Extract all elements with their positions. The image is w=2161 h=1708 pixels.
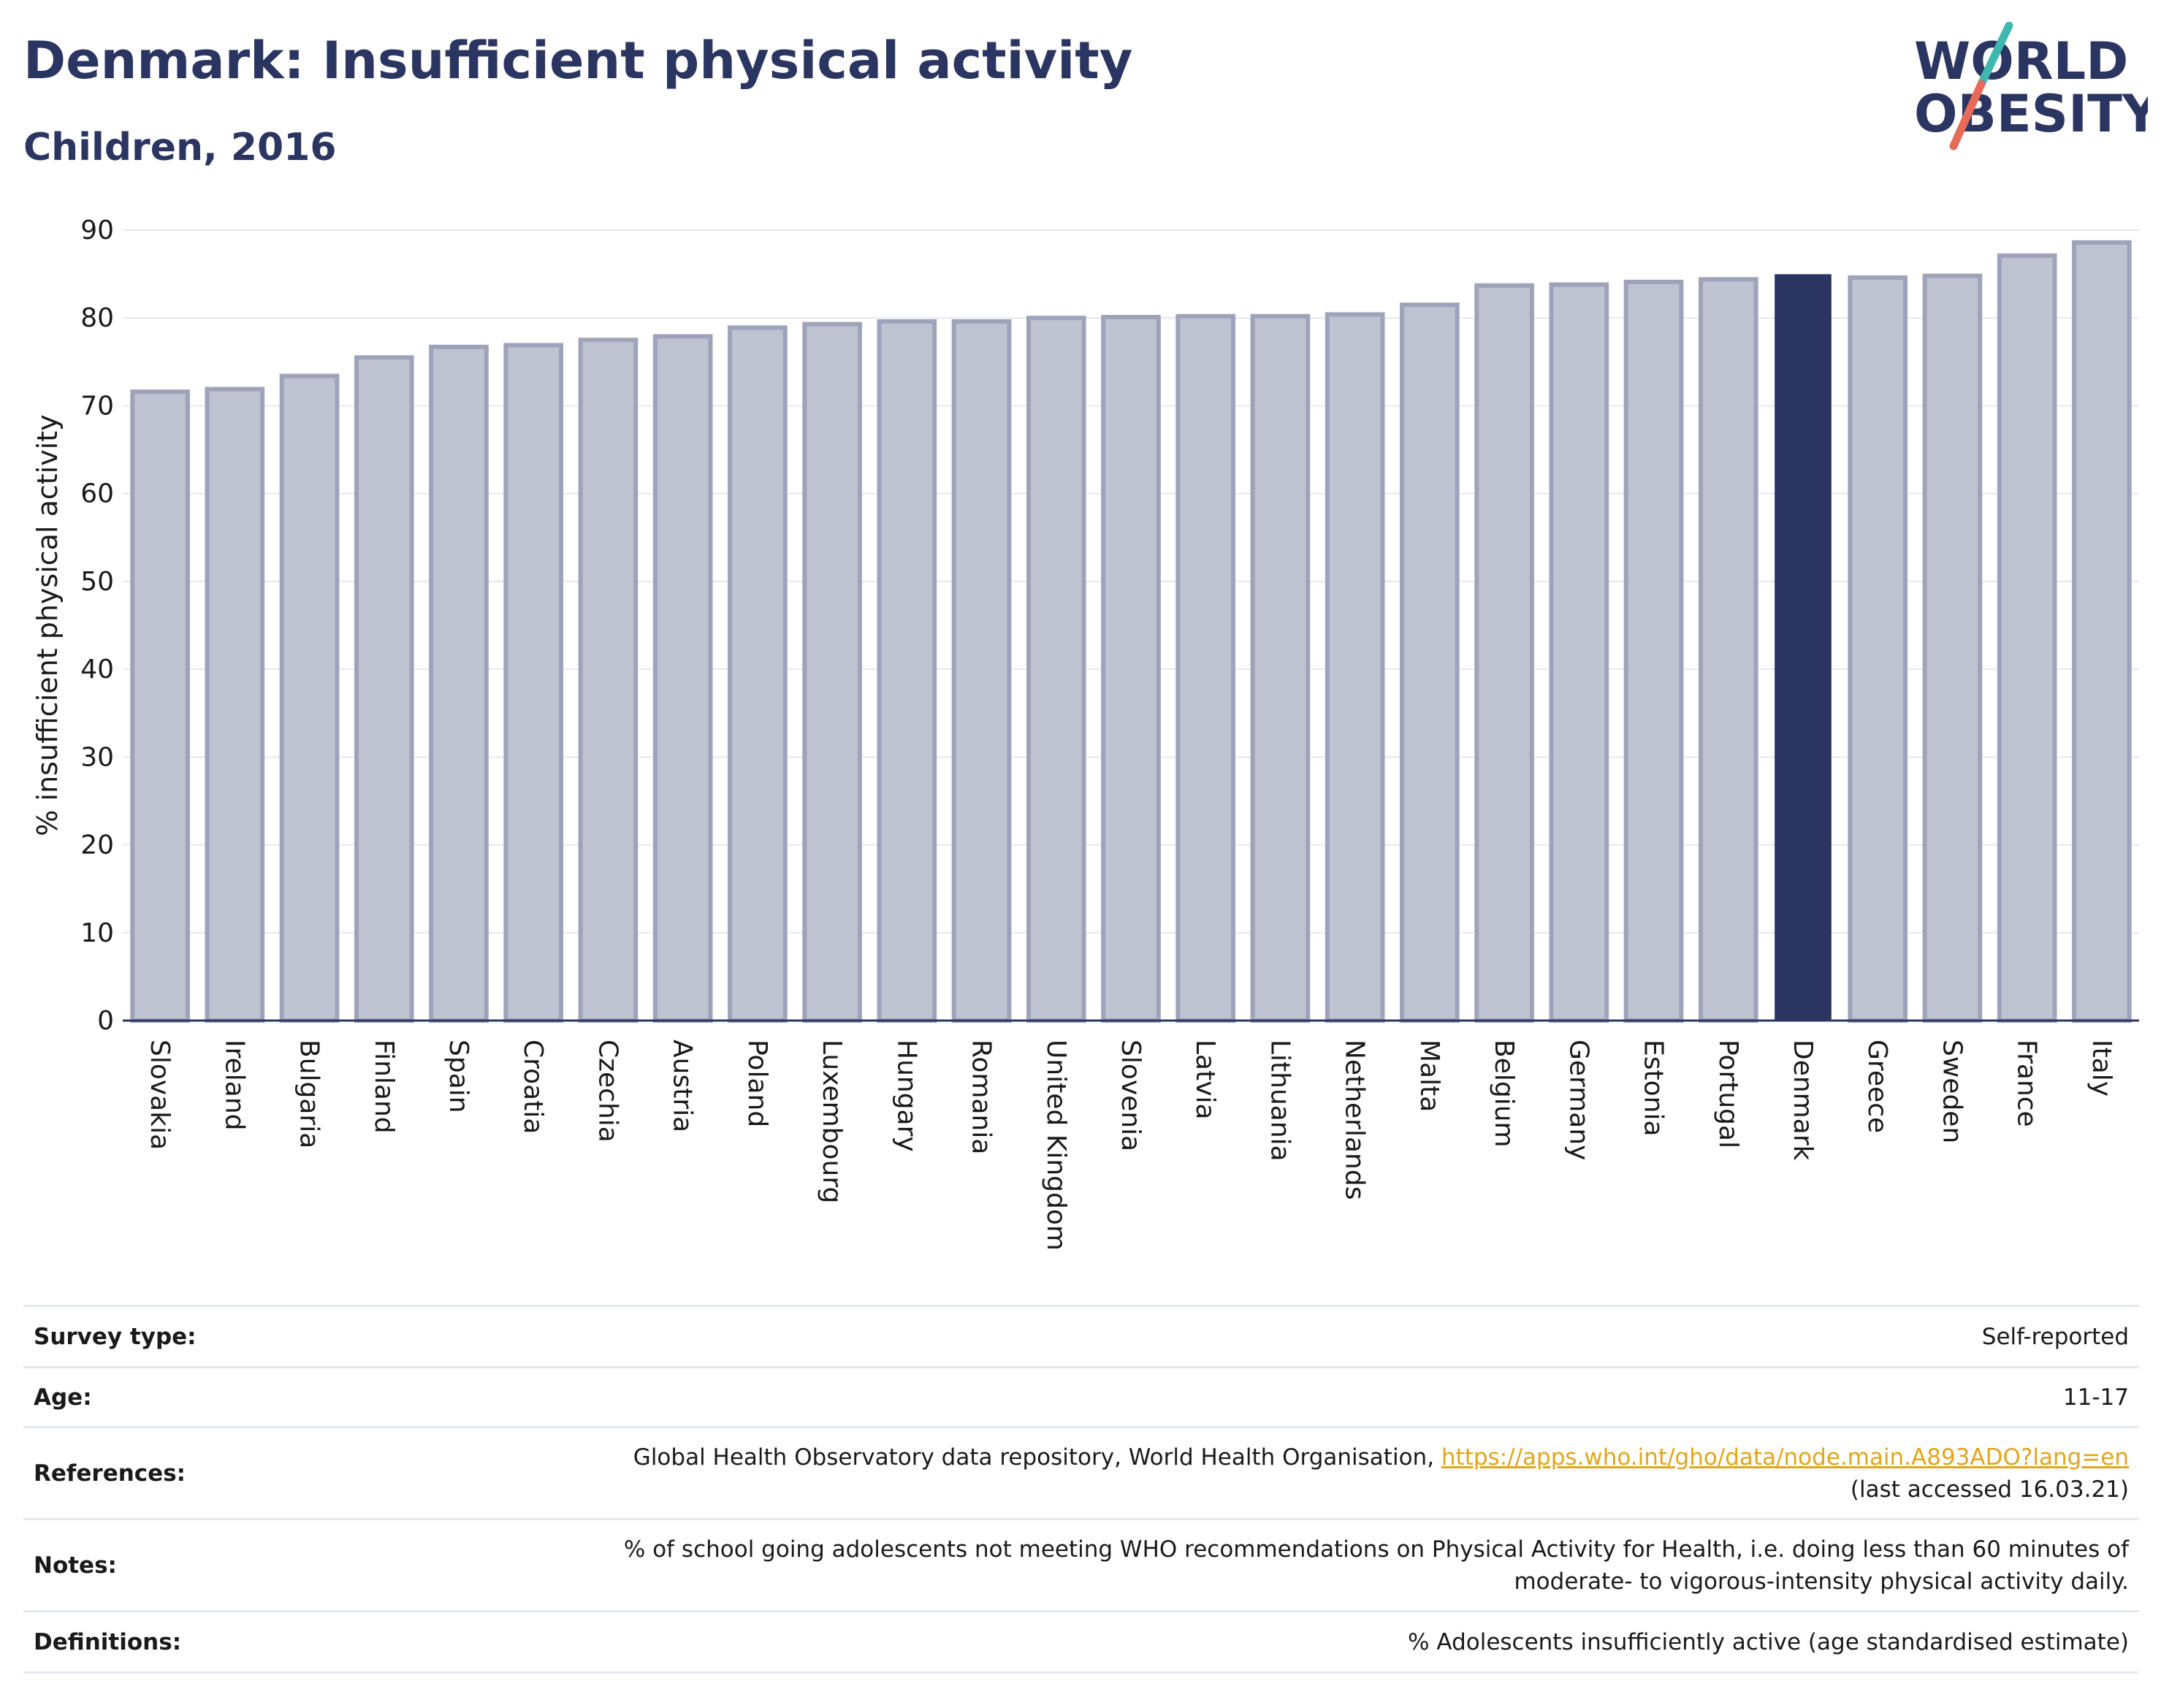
x-tick-label: Croatia xyxy=(518,1040,548,1134)
bar xyxy=(728,325,788,1023)
info-row-definitions: Definitions: % Adolescents insufficientl… xyxy=(23,1610,2139,1674)
world-obesity-logo: WORLD OBESITY xyxy=(1914,22,2148,150)
y-tick-label: 10 xyxy=(80,918,114,948)
x-tick-label: Slovakia xyxy=(145,1040,175,1150)
references-text: Global Health Observatory data repositor… xyxy=(633,1444,1441,1471)
bar xyxy=(1922,273,1983,1023)
bar xyxy=(130,389,190,1023)
page-subtitle: Children, 2016 xyxy=(23,126,337,169)
bar xyxy=(1101,315,1161,1023)
bar xyxy=(1175,313,1236,1023)
y-tick-label: 90 xyxy=(80,216,114,245)
bar xyxy=(1698,277,1758,1023)
bar-chart: 0 10 20 30 40 50 60 70 80 90 % insufficient physic… xyxy=(31,216,2139,1251)
x-tick-label: Austria xyxy=(668,1040,698,1132)
bar xyxy=(1474,283,1534,1023)
logo-line1: WORLD xyxy=(1914,31,2128,91)
survey-type-value: Self-reported xyxy=(351,1305,2139,1368)
x-tick-label: Ireland xyxy=(219,1040,249,1131)
references-label: References: xyxy=(23,1426,351,1520)
x-tick-label: Italy xyxy=(2086,1040,2116,1097)
x-tick-label: Lithuania xyxy=(1265,1040,1295,1162)
bar xyxy=(503,343,564,1023)
bar xyxy=(354,355,414,1023)
x-tick-label: Germany xyxy=(1563,1040,1593,1160)
references-link[interactable]: https://apps.who.int/gho/data/node.main.… xyxy=(1441,1444,2129,1471)
x-tick-label: Spain xyxy=(443,1040,473,1113)
y-tick-label: 20 xyxy=(80,831,114,861)
x-tick-label: Romania xyxy=(967,1040,996,1154)
bar xyxy=(1848,275,1908,1023)
bar xyxy=(1997,253,2057,1023)
x-tick-label: Finland xyxy=(369,1040,399,1134)
bar xyxy=(652,334,713,1023)
bar xyxy=(1325,312,1385,1023)
x-tick-label: Poland xyxy=(742,1040,772,1127)
bar xyxy=(1775,274,1832,1021)
info-row-references: References: Global Health Observatory da… xyxy=(23,1426,2139,1520)
age-label: Age: xyxy=(23,1366,351,1428)
x-tick-label: Latvia xyxy=(1190,1040,1220,1120)
info-table: Survey type: Self-reported Age: 11-17 Re… xyxy=(23,1305,2139,1674)
x-tick-label: Slovenia xyxy=(1116,1040,1146,1151)
bar xyxy=(2072,240,2132,1023)
bar xyxy=(877,319,937,1023)
notes-line1: % of school going adolescents not meetin… xyxy=(623,1536,2129,1563)
x-tick-label: Denmark xyxy=(1788,1040,1818,1161)
page-title: Denmark: Insufficient physical activity xyxy=(23,31,1133,91)
bar xyxy=(205,386,265,1023)
bar xyxy=(279,373,340,1023)
definitions-label: Definitions: xyxy=(23,1610,351,1674)
bar xyxy=(1400,302,1460,1023)
references-accessed: (last accessed 16.03.21) xyxy=(1850,1476,2129,1503)
notes-value: % of school going adolescents not meetin… xyxy=(351,1518,2139,1612)
x-tick-label: Belgium xyxy=(1489,1040,1519,1148)
definitions-value: % Adolescents insufficiently active (age… xyxy=(351,1610,2139,1674)
x-tick-label: Hungary xyxy=(891,1040,921,1152)
bar xyxy=(951,319,1012,1023)
info-row-survey-type: Survey type: Self-reported xyxy=(23,1305,2139,1368)
x-tick-label: Estonia xyxy=(1639,1040,1669,1137)
notes-line2: moderate- to vigorous-intensity physical… xyxy=(1514,1568,2129,1595)
info-row-notes: Notes: % of school going adolescents not… xyxy=(23,1518,2139,1612)
y-tick-label: 70 xyxy=(80,391,114,421)
bar xyxy=(1549,282,1609,1023)
x-tick-label: United Kingdom xyxy=(1041,1040,1071,1251)
y-tick-label: 50 xyxy=(80,567,114,597)
x-tick-label: Portugal xyxy=(1713,1040,1743,1148)
logo-slash-teal xyxy=(1977,22,2013,88)
survey-type-label: Survey type: xyxy=(23,1305,351,1368)
notes-label: Notes: xyxy=(23,1518,351,1612)
logo-line2: OBESITY xyxy=(1914,84,2148,144)
x-tick-label: France xyxy=(2012,1040,2042,1127)
x-tick-label: Czechia xyxy=(592,1040,622,1143)
y-tick-label: 0 xyxy=(97,1006,114,1036)
bar xyxy=(1250,313,1311,1023)
x-tick-label: Netherlands xyxy=(1340,1040,1370,1200)
bar xyxy=(1623,279,1684,1023)
x-tick-label: Malta xyxy=(1414,1040,1444,1112)
bar xyxy=(802,321,862,1023)
y-axis-title: % insufficient physical activity xyxy=(31,414,64,836)
x-tick-label: Luxembourg xyxy=(817,1040,847,1203)
bar xyxy=(578,338,639,1023)
y-tick-label: 30 xyxy=(80,742,114,772)
age-value: 11-17 xyxy=(351,1366,2139,1428)
info-row-age: Age: 11-17 xyxy=(23,1366,2139,1428)
y-tick-label: 40 xyxy=(80,655,114,685)
bar xyxy=(1026,316,1086,1023)
x-tick-label: Sweden xyxy=(1937,1040,1967,1143)
x-tick-label: Greece xyxy=(1862,1040,1892,1133)
references-value: Global Health Observatory data repositor… xyxy=(351,1426,2139,1520)
x-tick-label: Bulgaria xyxy=(294,1040,324,1148)
bar xyxy=(429,344,489,1023)
logo-slash-coral xyxy=(1949,80,1986,150)
y-tick-label: 60 xyxy=(80,479,114,509)
y-tick-label: 80 xyxy=(80,303,114,333)
